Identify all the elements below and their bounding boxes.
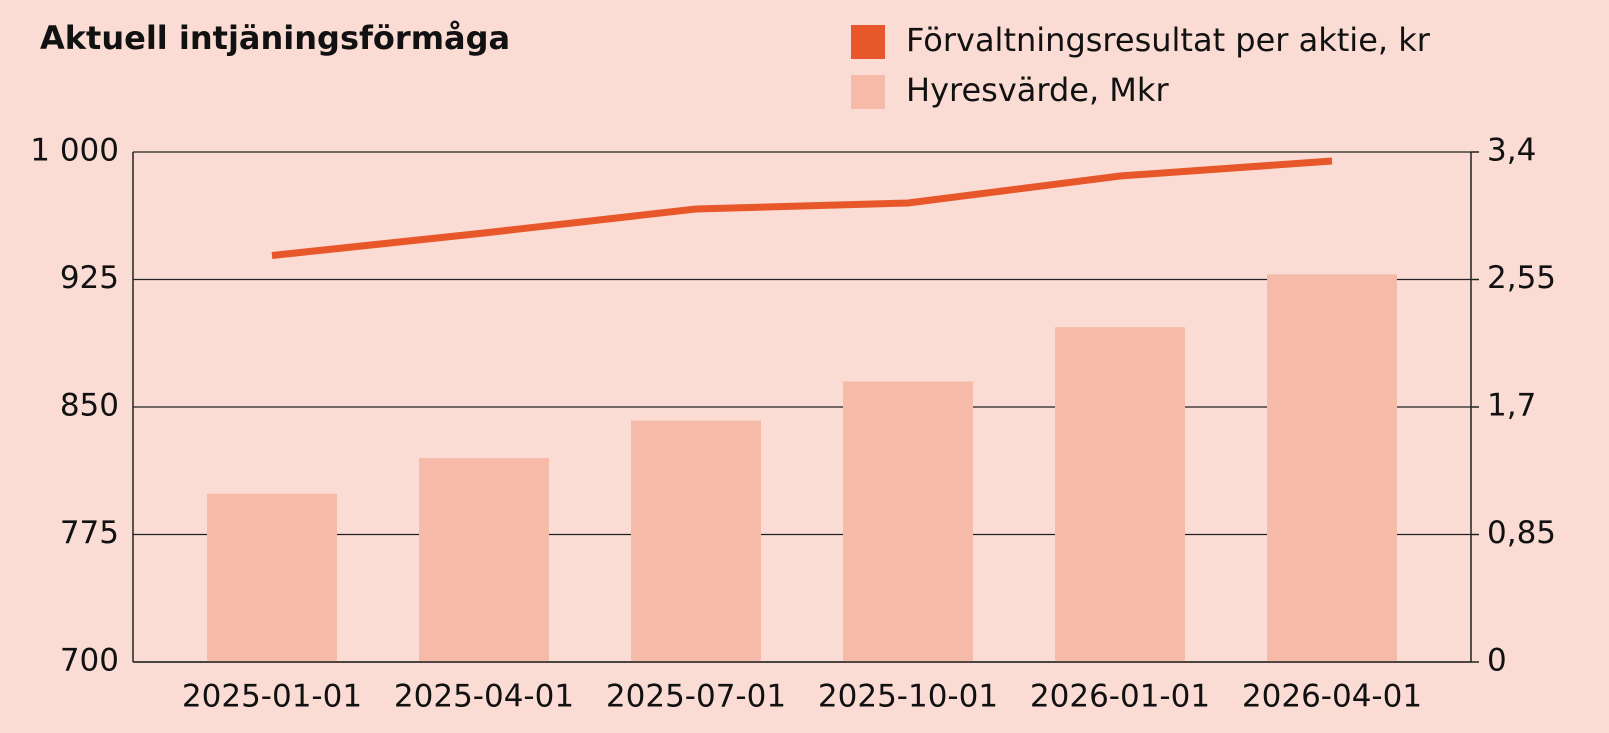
y-tick-label: 775 [60, 515, 119, 551]
chart-title: Aktuell intjäningsförmåga [40, 19, 510, 57]
x-tick-label: 2026-04-01 [1242, 679, 1422, 715]
y-tick-label: 700 [60, 643, 119, 679]
bar [843, 381, 973, 662]
legend-label: Förvaltningsresultat per aktie, kr [906, 21, 1431, 59]
legend-swatch [851, 75, 885, 109]
y-tick-label: 925 [60, 260, 119, 296]
line [271, 157, 1333, 259]
x-tick-label: 2025-07-01 [606, 679, 786, 715]
legend-swatch [851, 25, 885, 59]
bar [1267, 274, 1397, 662]
y2-tick-label: 3,4 [1487, 133, 1536, 169]
x-tick-label: 2025-01-01 [182, 679, 362, 715]
bar [419, 458, 549, 662]
y2-tick-label: 0,85 [1487, 515, 1556, 551]
legend-label: Hyresvärde, Mkr [906, 71, 1169, 109]
y2-tick-label: 2,55 [1487, 260, 1556, 296]
y2-tick-label: 1,7 [1487, 388, 1536, 424]
y-tick-label: 1 000 [30, 133, 119, 169]
y-tick-label: 850 [60, 388, 119, 424]
x-tick-label: 2026-01-01 [1030, 679, 1210, 715]
x-tick-label: 2025-04-01 [394, 679, 574, 715]
y2-tick-label: 0 [1487, 643, 1507, 679]
bar [1055, 327, 1185, 662]
bar [207, 493, 337, 662]
x-tick-label: 2025-10-01 [818, 679, 998, 715]
bar [631, 420, 761, 662]
